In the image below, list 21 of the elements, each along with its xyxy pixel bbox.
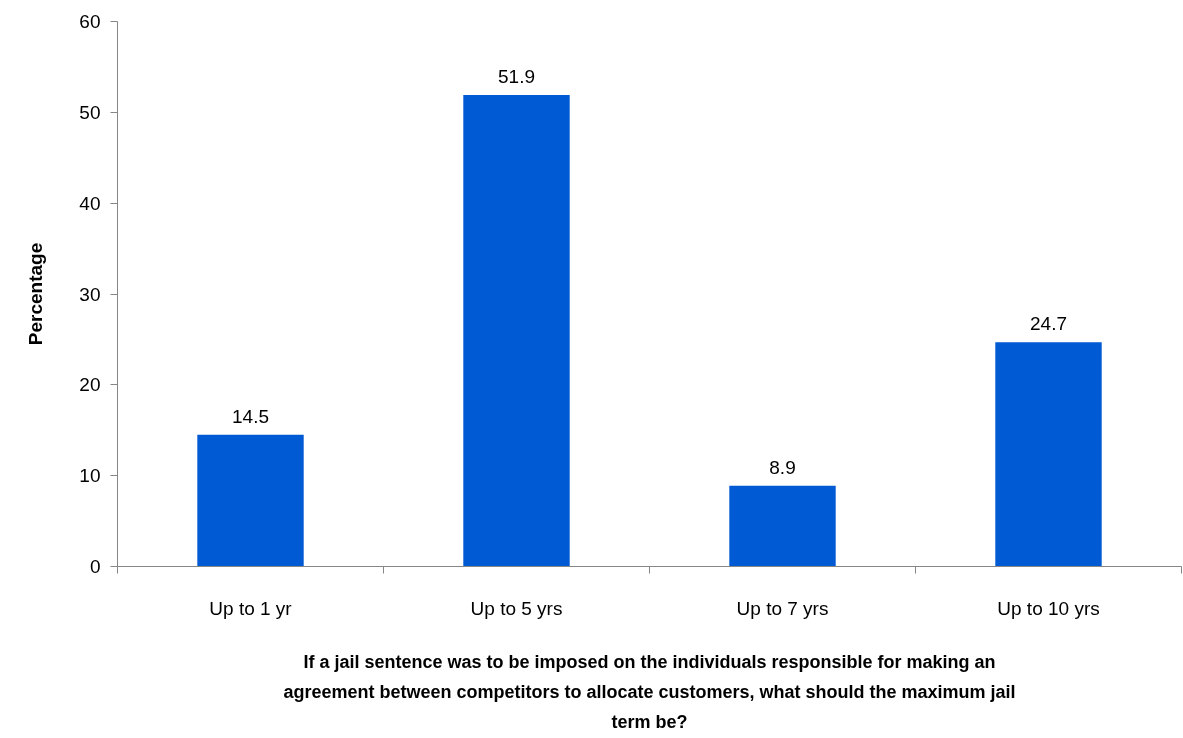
y-tick-label: 50 — [79, 101, 101, 123]
data-label: 24.7 — [1030, 313, 1067, 335]
y-tick-label: 40 — [79, 192, 101, 214]
y-tick-label: 30 — [79, 283, 101, 305]
y-tick-label: 20 — [79, 374, 101, 396]
data-label: 8.9 — [769, 456, 796, 478]
y-tick-label: 60 — [79, 11, 101, 32]
x-tick-label: Up to 10 yrs — [997, 597, 1100, 619]
data-label: 14.5 — [232, 405, 269, 427]
x-tick-label: Up to 7 yrs — [736, 597, 829, 619]
y-tick-label: 0 — [89, 556, 101, 577]
bar — [197, 434, 304, 567]
bar — [729, 485, 836, 567]
x-tick-label: Up to 5 yrs — [470, 597, 563, 619]
x-axis-title: If a jail sentence was to be imposed on the individuals responsible for making an agreement between competitors to allocate customers, what should the maximum jail term be? — [283, 651, 1016, 732]
y-tick-label: 10 — [79, 465, 101, 487]
bar — [995, 342, 1102, 567]
y-axis-title: Percentage — [25, 242, 47, 346]
bar — [463, 95, 570, 567]
data-label: 51.9 — [498, 66, 535, 88]
x-tick-label: Up to 1 yr — [209, 597, 293, 619]
